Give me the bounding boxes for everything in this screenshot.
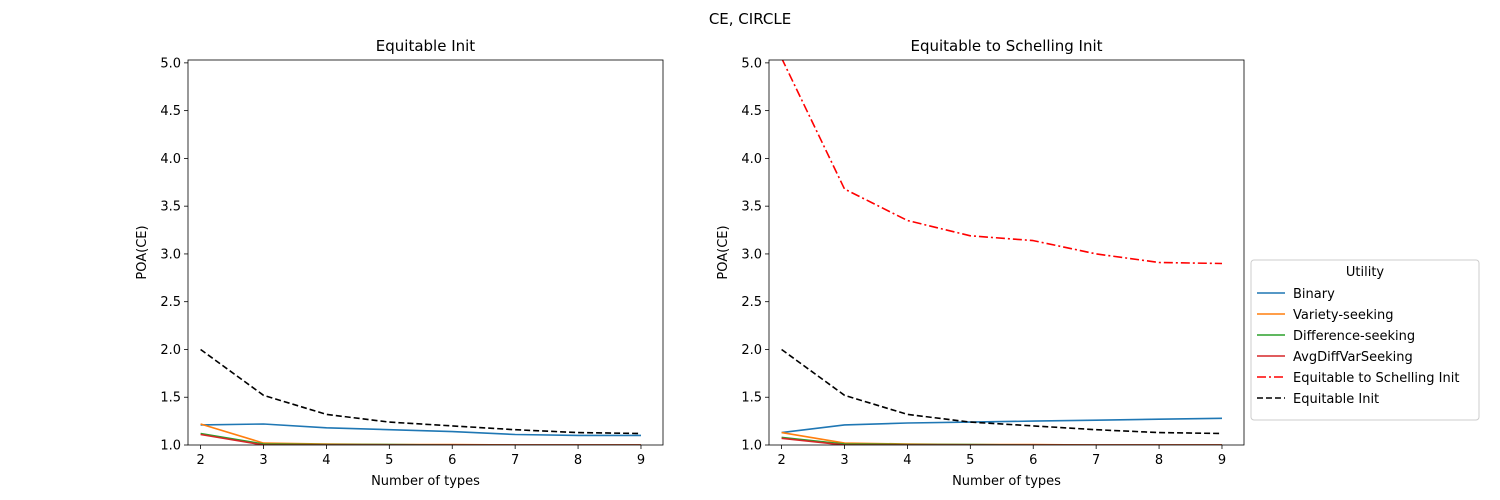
- series-line-equitable-init: [781, 348, 1223, 435]
- y-tick-label: 1.5: [160, 391, 181, 406]
- x-tick-label: 9: [637, 453, 645, 468]
- subplot-equitable-init: Equitable Init Number of types POA(CE) 2 3 4 5…: [135, 37, 664, 489]
- y-tick-label: 4.5: [741, 104, 762, 119]
- x-tick-label: 2: [777, 453, 785, 468]
- subplot-equitable-to-schelling-init: Equitable to Schelling Init Number of typ…: [716, 37, 1245, 489]
- legend-title: Utility: [1346, 265, 1385, 280]
- y-tick-label: 5.0: [160, 56, 181, 71]
- x-tick-label: 4: [322, 453, 330, 468]
- legend-box: [1250, 259, 1480, 421]
- y-tick-label: 2.5: [741, 295, 762, 310]
- y-tick-label: 4.0: [160, 152, 181, 167]
- legend-label-equitable-to-schelling-init: Equitable to Schelling Init: [1293, 371, 1459, 386]
- y-tick-label: 1.5: [741, 391, 762, 406]
- y-tick-label: 1.0: [160, 439, 181, 454]
- plot-frame: [768, 59, 1245, 446]
- legend: Utility Binary Variety-seeking Difference-s…: [1250, 259, 1480, 421]
- y-tick-label: 5.0: [741, 56, 762, 71]
- y-tick-label: 3.5: [741, 200, 762, 215]
- y-axis-label: POA(CE): [716, 225, 731, 279]
- y-tick-label: 4.5: [160, 104, 181, 119]
- x-axis-label: Number of types: [952, 474, 1061, 489]
- x-axis-label: Number of types: [371, 474, 480, 489]
- legend-label-binary: Binary: [1293, 287, 1335, 302]
- x-tick-label: 3: [840, 453, 848, 468]
- x-tick-label: 2: [196, 453, 204, 468]
- x-tick-label: 5: [966, 453, 974, 468]
- legend-label-equitable-init: Equitable Init: [1293, 392, 1379, 407]
- subplot-title: Equitable to Schelling Init: [910, 37, 1102, 55]
- x-tick-label: 3: [259, 453, 267, 468]
- figure-title: CE, CIRCLE: [709, 10, 791, 28]
- series-line-equitable-to-schelling-init: [781, 60, 1223, 265]
- y-tick-label: 3.0: [160, 247, 181, 262]
- x-tick-label: 5: [385, 453, 393, 468]
- y-tick-label: 3.0: [741, 247, 762, 262]
- legend-label-variety-seeking: Variety-seeking: [1293, 308, 1393, 323]
- subplot-title: Equitable Init: [376, 37, 476, 55]
- y-axis-label: POA(CE): [135, 225, 150, 279]
- series-line-equitable-init: [200, 348, 642, 435]
- y-tick-label: 3.5: [160, 200, 181, 215]
- x-tick-label: 9: [1218, 453, 1226, 468]
- series-line-variety-seeking: [200, 423, 641, 445]
- y-tick-label: 4.0: [741, 152, 762, 167]
- series-line-binary: [781, 417, 1223, 434]
- y-tick-label: 2.5: [160, 295, 181, 310]
- y-tick-label: 1.0: [741, 439, 762, 454]
- plot-frame: [187, 59, 664, 446]
- x-tick-label: 8: [1155, 453, 1163, 468]
- x-tick-label: 7: [1092, 453, 1100, 468]
- x-tick-label: 8: [574, 453, 582, 468]
- legend-label-difference-seeking: Difference-seeking: [1293, 329, 1415, 344]
- x-tick-label: 6: [1029, 453, 1037, 468]
- y-tick-label: 2.0: [741, 343, 762, 358]
- x-tick-label: 7: [511, 453, 519, 468]
- series-line-binary: [200, 423, 641, 437]
- y-tick-label: 2.0: [160, 343, 181, 358]
- x-tick-label: 4: [903, 453, 911, 468]
- x-tick-label: 6: [448, 453, 456, 468]
- series-line-variety-seeking: [781, 431, 1222, 445]
- legend-label-avgdiffvarseeking: AvgDiffVarSeeking: [1293, 350, 1413, 365]
